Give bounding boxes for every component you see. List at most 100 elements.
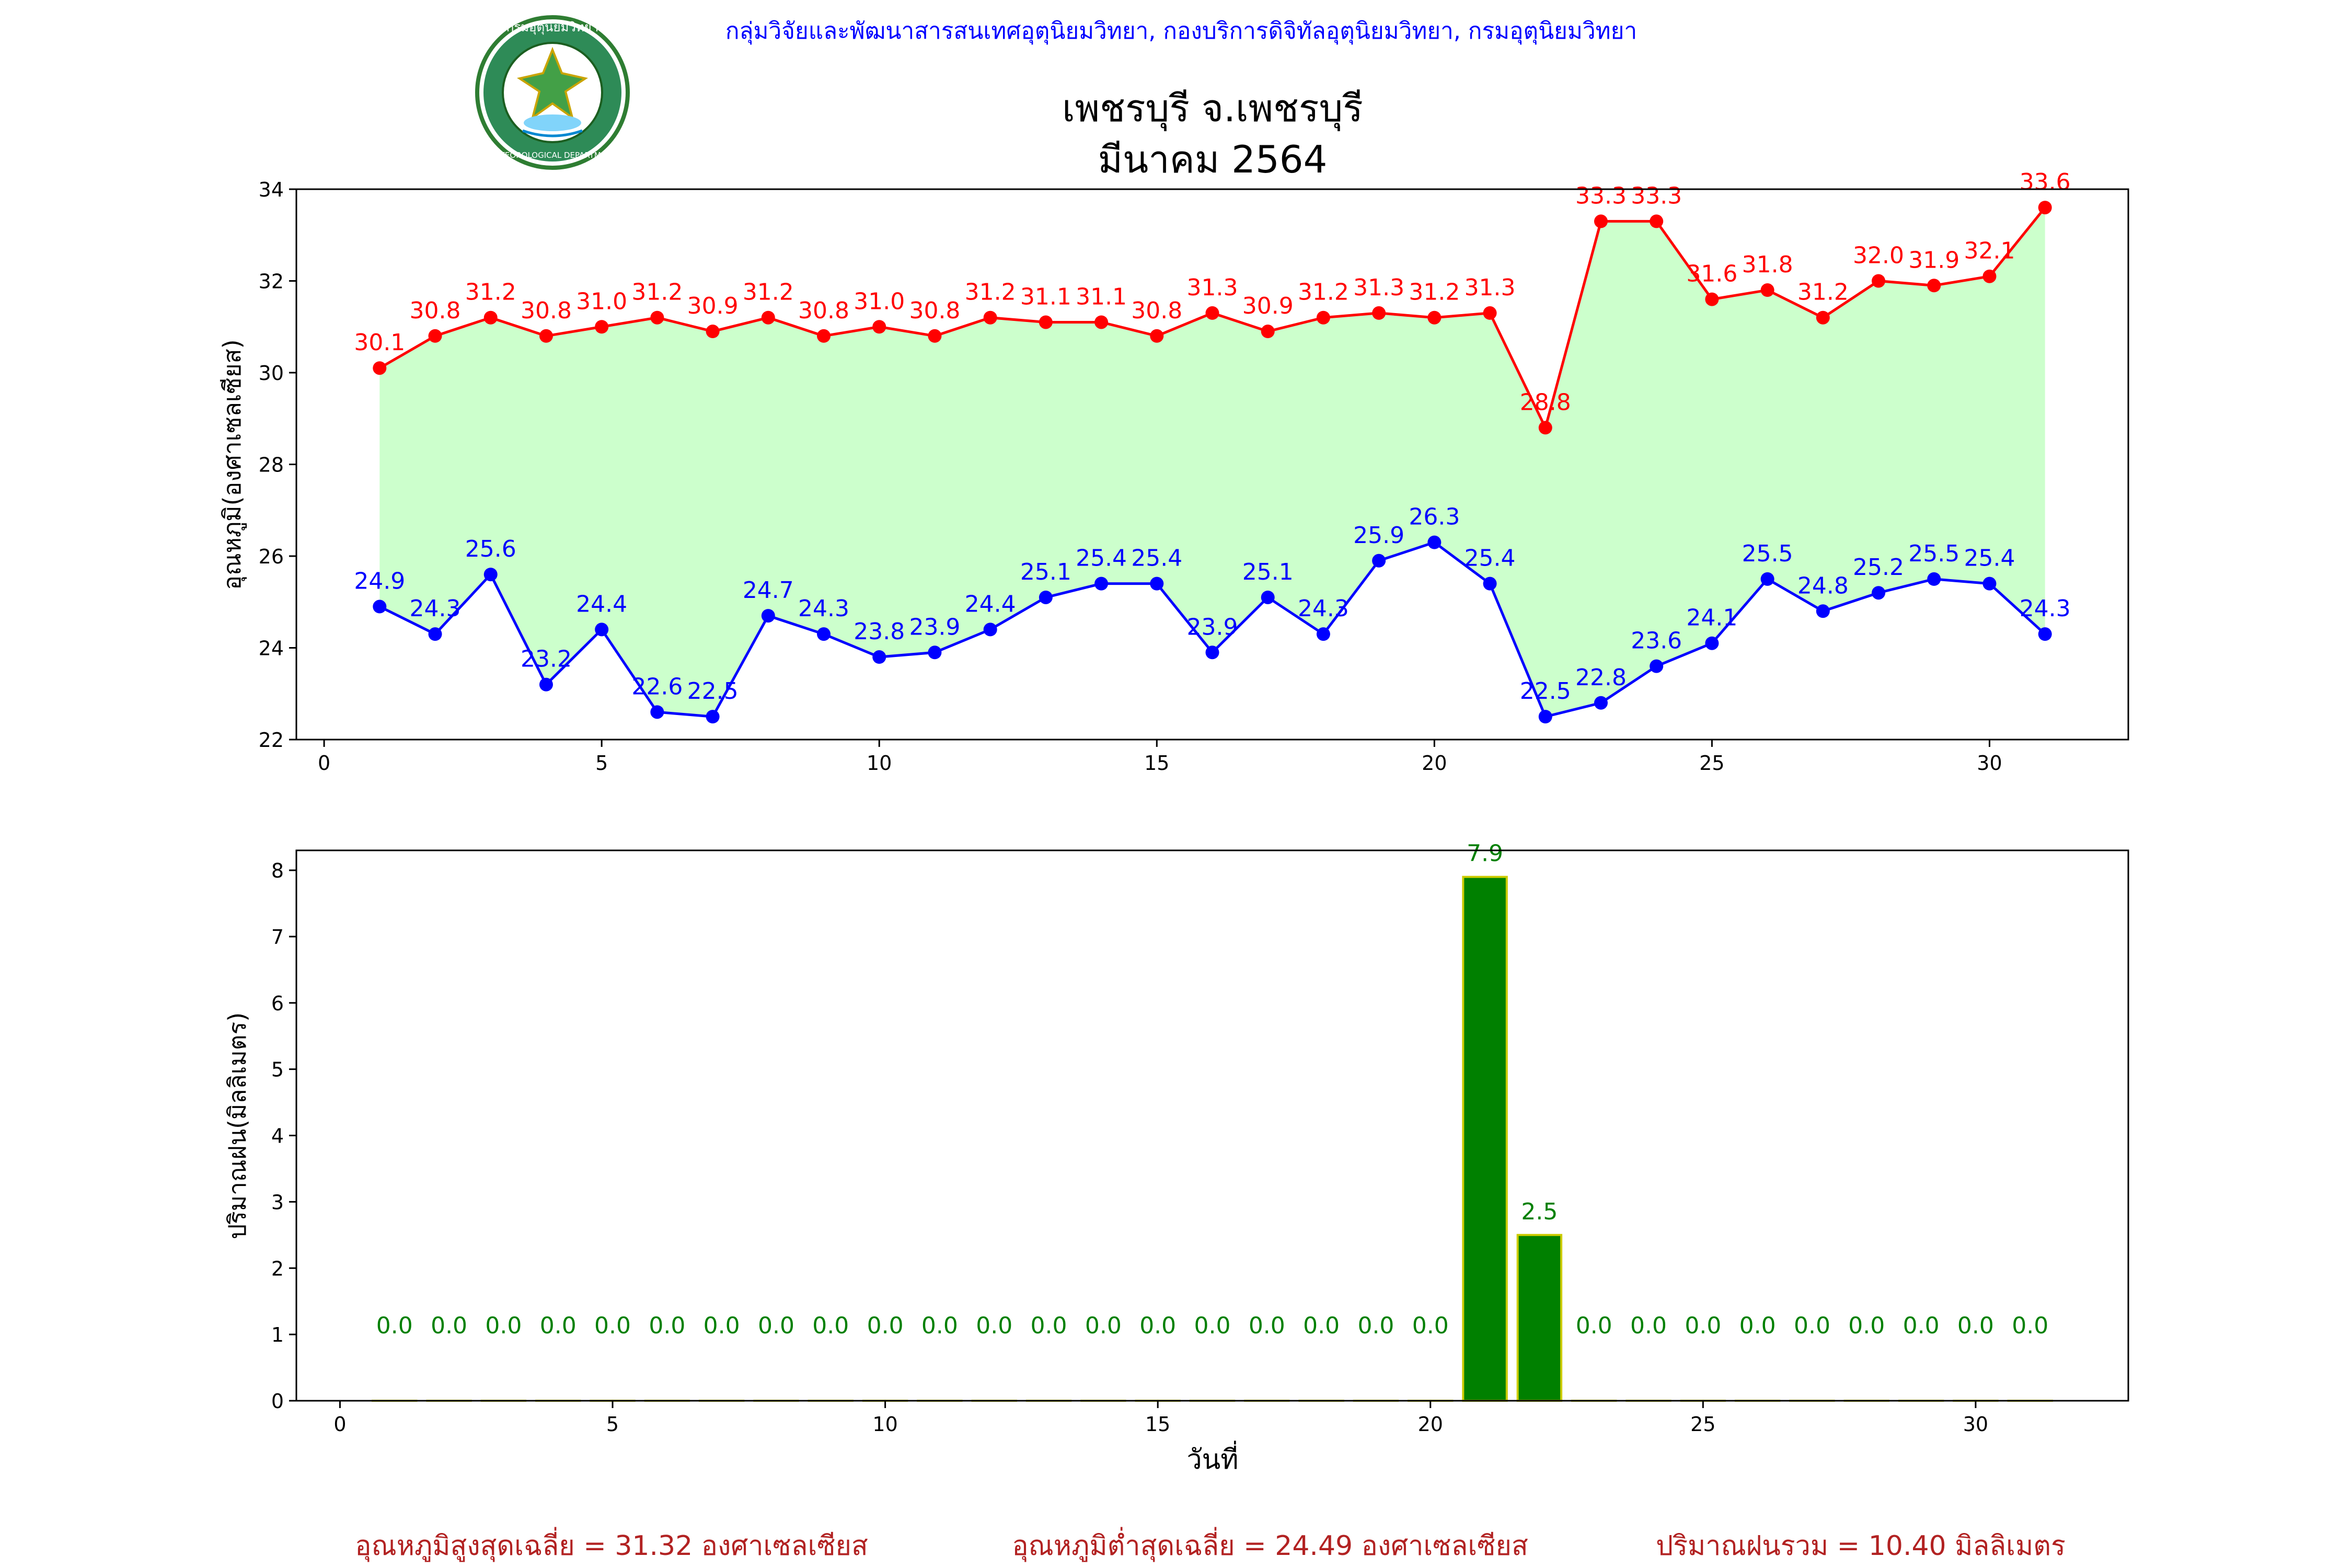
max-temperature-point bbox=[1094, 315, 1109, 329]
min-temperature-label: 25.4 bbox=[1964, 545, 2015, 572]
max-temperature-point bbox=[761, 310, 775, 325]
min-temperature-point bbox=[1927, 572, 1941, 586]
max-temperature-label: 32.0 bbox=[1853, 243, 1904, 269]
min-temperature-point bbox=[428, 627, 442, 641]
max-temperature-point bbox=[983, 310, 997, 325]
rainfall-y-ticks: 0 1 2 3 4 5 6 7 8 bbox=[271, 859, 296, 1413]
max-temperature-point bbox=[928, 329, 942, 343]
max-temperature-label: 30.9 bbox=[687, 293, 739, 319]
rainfall-value-label: 0.0 bbox=[1357, 1312, 1394, 1339]
temperature-x-tick-label: 25 bbox=[1699, 752, 1724, 775]
max-temperature-label: 31.2 bbox=[631, 279, 683, 306]
max-temperature-point bbox=[1427, 310, 1442, 325]
rainfall-value-label: 0.0 bbox=[1685, 1312, 1721, 1339]
min-temperature-label: 25.5 bbox=[1908, 540, 1959, 567]
rainfall-value-label: 7.9 bbox=[1467, 840, 1503, 867]
max-temperature-point bbox=[1872, 274, 1886, 288]
min-temperature-point bbox=[817, 627, 831, 641]
min-temperature-label: 23.2 bbox=[521, 646, 572, 673]
rainfall-x-tick-label: 10 bbox=[872, 1413, 897, 1436]
min-temperature-point bbox=[1650, 659, 1664, 673]
rainfall-value-label: 0.0 bbox=[1303, 1312, 1340, 1339]
max-temperature-point bbox=[1039, 315, 1053, 329]
min-temperature-point bbox=[1705, 636, 1719, 650]
max-temperature-label: 31.2 bbox=[465, 279, 516, 306]
rainfall-value-label: 0.0 bbox=[1794, 1312, 1830, 1339]
temperature-x-tick-label: 20 bbox=[1422, 752, 1447, 775]
rainfall-value-label: 0.0 bbox=[431, 1312, 467, 1339]
min-temperature-point bbox=[928, 645, 942, 660]
rainfall-value-label: 0.0 bbox=[1848, 1312, 1885, 1339]
temperature-y-ticks: 22 24 26 28 30 32 34 bbox=[259, 178, 296, 752]
min-temperature-label: 24.4 bbox=[965, 591, 1016, 617]
temperature-y-tick-label: 24 bbox=[259, 637, 284, 660]
max-temperature-point bbox=[1982, 269, 1997, 283]
rainfall-y-axis-label: ปริมาณฝน(มิลลิเมตร) bbox=[223, 1012, 251, 1239]
max-temperature-point bbox=[595, 320, 609, 334]
min-temperature-label: 23.6 bbox=[1631, 628, 1682, 654]
rainfall-bar bbox=[1462, 875, 1508, 1402]
rainfall-value-label: 0.0 bbox=[867, 1312, 904, 1339]
max-temperature-label: 33.6 bbox=[2020, 169, 2071, 195]
temperature-range-fill bbox=[379, 207, 2045, 717]
max-temperature-label: 33.3 bbox=[1575, 182, 1627, 209]
rainfall-value-label: 0.0 bbox=[1739, 1312, 1776, 1339]
rainfall-y-tick-label: 6 bbox=[271, 992, 284, 1015]
min-temperature-label: 25.5 bbox=[1742, 540, 1793, 567]
max-temperature-point bbox=[2038, 201, 2052, 215]
temperature-x-ticks: 0 5 10 15 20 25 30 bbox=[318, 740, 2002, 775]
max-temperature-label: 33.3 bbox=[1631, 182, 1682, 209]
min-temperature-point bbox=[1760, 572, 1774, 586]
min-temperature-label: 24.3 bbox=[410, 595, 461, 622]
temperature-y-axis-label: อุณหภูมิ(องศาเซลเซียส) bbox=[218, 339, 247, 590]
temperature-y-tick-label: 34 bbox=[259, 178, 284, 201]
min-temperature-label: 24.9 bbox=[354, 568, 405, 595]
max-temperature-label: 30.8 bbox=[1131, 297, 1182, 324]
total-rainfall: ปริมาณฝนรวม = 10.40 มิลลิเมตร bbox=[1656, 1530, 2066, 1562]
temperature-y-tick-label: 22 bbox=[259, 729, 284, 752]
rainfall-value-label: 0.0 bbox=[1249, 1312, 1285, 1339]
rainfall-value-label: 0.0 bbox=[976, 1312, 1012, 1339]
max-temperature-label: 31.1 bbox=[1076, 283, 1127, 310]
min-temperature-label: 24.3 bbox=[2020, 595, 2071, 622]
min-temperature-point bbox=[761, 609, 775, 623]
rainfall-x-tick-label: 25 bbox=[1690, 1413, 1715, 1436]
min-temperature-point bbox=[373, 599, 387, 614]
max-temperature-point bbox=[1816, 310, 1830, 325]
max-temperature-label: 30.8 bbox=[410, 297, 461, 324]
rainfall-chart: 0.0 0.0 0.0 0.0 0.0 0.0 0.0 0.0 0.0 0.0 0.0 0.0 0.0 0… bbox=[223, 840, 2129, 1475]
min-temperature-label: 25.1 bbox=[1242, 559, 1294, 585]
min-temperature-label: 25.1 bbox=[1020, 559, 1071, 585]
logo-seal-text-en: METEOROLOGICAL DEPARTMENT bbox=[488, 151, 617, 160]
rainfall-value-label: 0.0 bbox=[649, 1312, 685, 1339]
min-temperature-label: 25.4 bbox=[1076, 545, 1127, 572]
rainfall-value-label: 0.0 bbox=[1576, 1312, 1612, 1339]
min-temperature-label: 23.9 bbox=[909, 614, 960, 640]
temperature-labels-layer: 30.130.831.230.8 31.0 31.230.931.230.8 31.0… bbox=[354, 169, 2070, 705]
max-temperature-point bbox=[1205, 306, 1219, 320]
max-temperature-label: 30.8 bbox=[521, 297, 572, 324]
rainfall-value-label: 0.0 bbox=[1412, 1312, 1449, 1339]
min-temperature-point bbox=[595, 622, 609, 637]
min-temperature-point bbox=[1372, 554, 1386, 568]
max-temperature-point bbox=[1538, 421, 1552, 435]
min-temperature-label: 23.9 bbox=[1187, 614, 1238, 640]
temperature-y-tick-label: 28 bbox=[259, 454, 284, 477]
rainfall-y-tick-label: 1 bbox=[271, 1323, 284, 1346]
rainfall-x-tick-label: 20 bbox=[1418, 1413, 1443, 1436]
temperature-range-fill-layer bbox=[379, 207, 2045, 717]
min-temperature-point bbox=[1039, 590, 1053, 604]
max-temperature-point bbox=[483, 310, 498, 325]
max-temperature-label: 31.6 bbox=[1686, 261, 1737, 287]
max-temperature-label: 30.1 bbox=[354, 329, 405, 356]
min-temperature-point bbox=[706, 710, 720, 724]
min-temperature-point bbox=[1094, 577, 1109, 591]
average-min-temperature: อุณหภูมิต่ำสุดเฉลี่ย = 24.49 องศาเซลเซีย… bbox=[1012, 1527, 1528, 1562]
max-temperature-label: 30.9 bbox=[1242, 293, 1294, 319]
rainfall-y-tick-label: 7 bbox=[271, 926, 284, 949]
max-temperature-label: 30.8 bbox=[798, 297, 849, 324]
temperature-y-tick-label: 26 bbox=[259, 545, 284, 568]
max-temperature-label: 31.2 bbox=[965, 279, 1016, 306]
rainfall-value-label: 0.0 bbox=[376, 1312, 413, 1339]
rainfall-bars-layer bbox=[372, 875, 2053, 1402]
